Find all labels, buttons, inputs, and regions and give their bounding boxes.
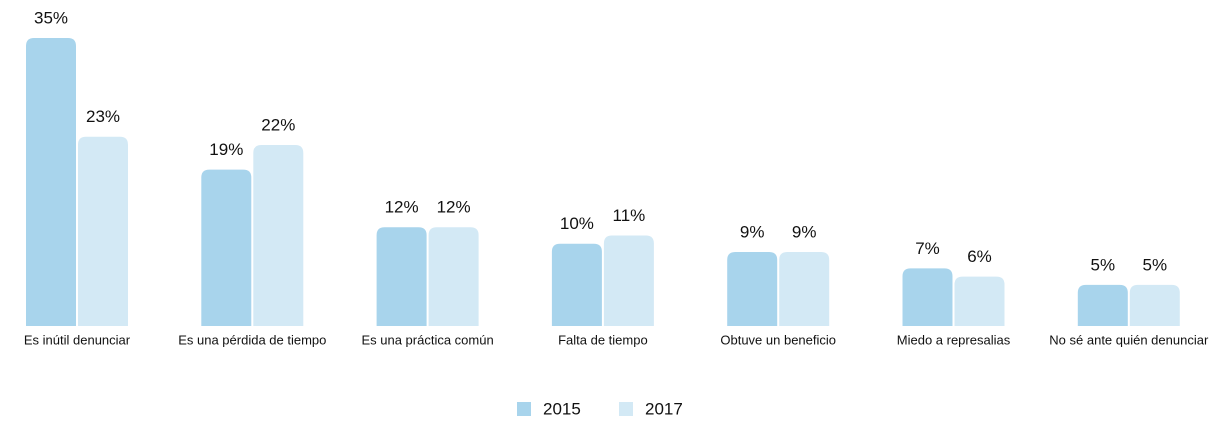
category-label: Es una pérdida de tiempo xyxy=(178,332,326,347)
bar xyxy=(253,144,304,326)
bar xyxy=(78,136,128,326)
value-label: 12% xyxy=(385,198,419,217)
bar xyxy=(1077,284,1128,326)
bar xyxy=(954,276,1005,326)
bar xyxy=(551,243,602,326)
legend-swatch xyxy=(517,402,531,416)
bar xyxy=(376,227,427,326)
value-label: 19% xyxy=(209,140,243,159)
bar xyxy=(428,227,479,326)
legend-label: 2017 xyxy=(645,399,683,418)
category-label: Es una práctica común xyxy=(361,332,493,347)
category-label: Obtuve un beneficio xyxy=(720,332,836,347)
value-label: 6% xyxy=(967,247,992,266)
legend-label: 2015 xyxy=(543,399,581,418)
category-label: No sé ante quién denunciar xyxy=(1049,332,1209,347)
category-label: Es inútil denunciar xyxy=(24,332,131,347)
value-label: 22% xyxy=(261,115,295,134)
value-label: 9% xyxy=(740,222,765,241)
value-label: 7% xyxy=(915,239,940,258)
value-label: 10% xyxy=(560,214,594,233)
value-label: 23% xyxy=(86,107,120,126)
value-label: 5% xyxy=(1091,255,1116,274)
legend-swatch xyxy=(619,402,633,416)
bar xyxy=(603,235,654,326)
bar xyxy=(26,38,76,326)
category-label: Falta de tiempo xyxy=(558,332,648,347)
value-label: 35% xyxy=(34,8,68,27)
value-label: 5% xyxy=(1143,255,1168,274)
value-label: 9% xyxy=(792,222,817,241)
bar xyxy=(201,169,252,326)
value-label: 11% xyxy=(613,206,646,225)
bar xyxy=(902,268,953,326)
category-label: Miedo a represalias xyxy=(897,332,1011,347)
bar xyxy=(1129,284,1180,326)
value-label: 12% xyxy=(437,198,471,217)
bar xyxy=(727,251,778,326)
bar xyxy=(779,251,830,326)
